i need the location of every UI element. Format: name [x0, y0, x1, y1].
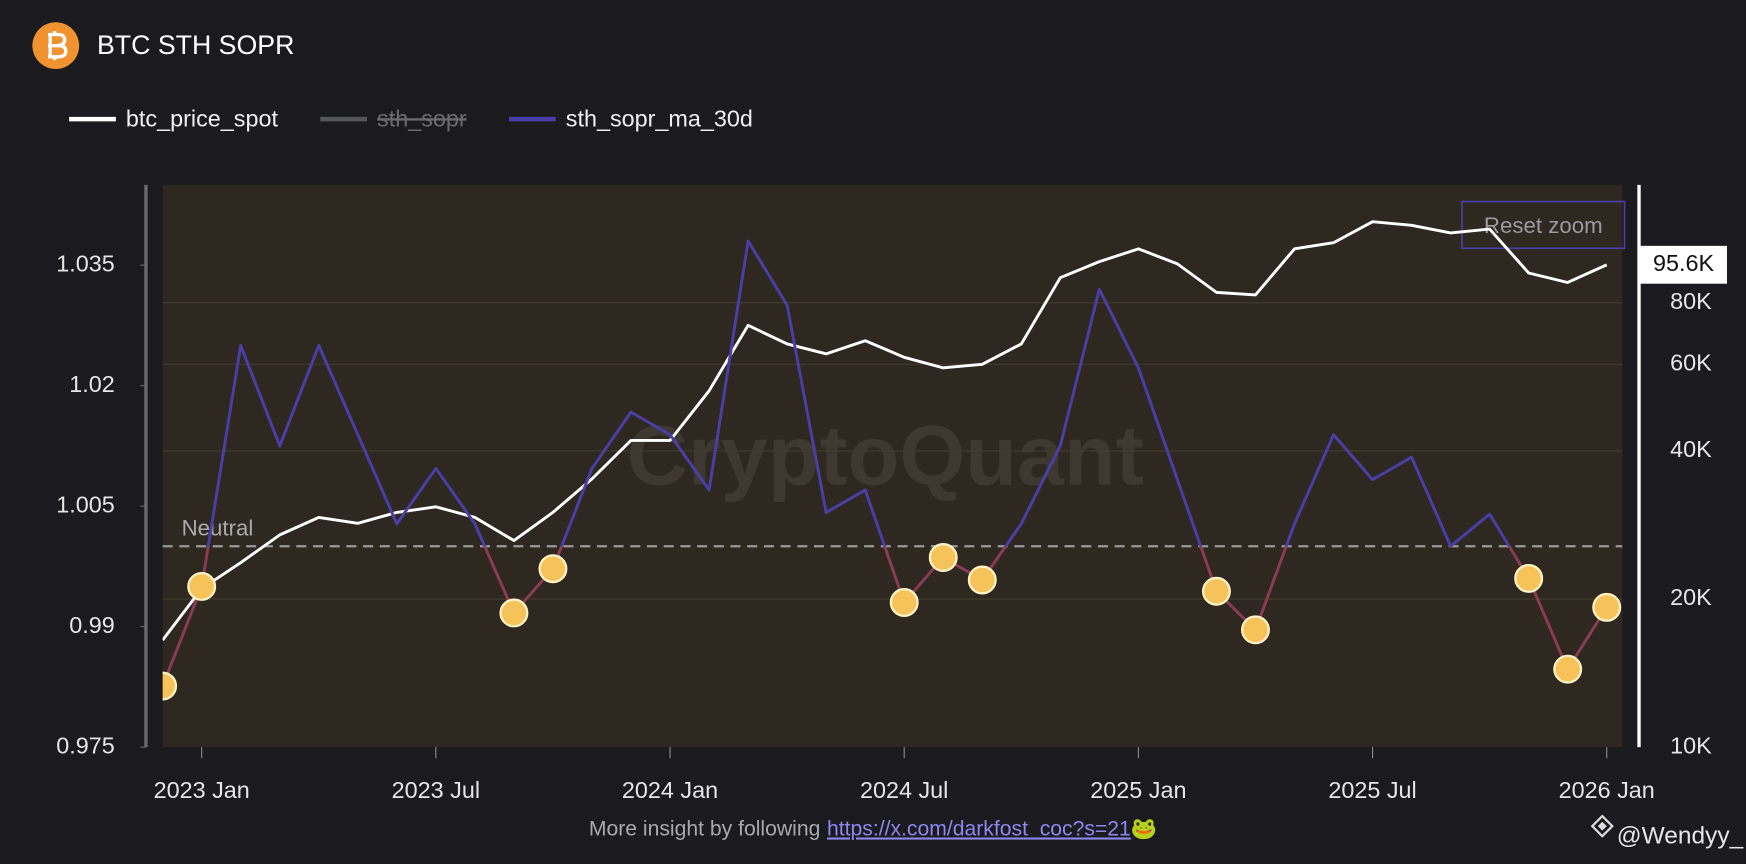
alert-marker: [1240, 615, 1270, 645]
watermark: CryptoQuant: [627, 407, 1144, 502]
x-tick-label: 2024 Jan: [622, 777, 718, 803]
alert-marker: [1592, 592, 1622, 622]
legend-label[interactable]: sth_sopr_ma_30d: [566, 105, 753, 131]
footer: More insight by following https://x.com/d…: [589, 817, 1157, 840]
y2-tick-label: 10K: [1670, 732, 1712, 758]
reset-zoom-button[interactable]: Reset zoom: [1461, 200, 1626, 250]
x-tick-label: 2024 Jul: [860, 777, 948, 803]
button-frame[interactable]: [1461, 200, 1626, 250]
y-tick-label: 1.02: [69, 371, 115, 397]
button-label[interactable]: Reset zoom: [1484, 213, 1603, 238]
y2-tick-label: 20K: [1670, 584, 1712, 610]
alert-marker: [889, 588, 919, 617]
alert-marker: [967, 565, 997, 595]
series-line: [162, 239, 1608, 687]
x-tick-label: 2025 Jan: [1090, 777, 1186, 803]
credit-icon: [1590, 814, 1614, 838]
price-label-box: [1640, 245, 1727, 284]
plot-area: [162, 184, 1623, 748]
alert-marker: [538, 554, 568, 584]
logo: [32, 22, 80, 70]
series-line: [162, 220, 1608, 641]
alert-marker: [1201, 576, 1231, 606]
alert-marker: [499, 598, 529, 628]
x-tick-label: 2026 Jan: [1559, 777, 1655, 803]
legend-label[interactable]: btc_price_spot: [126, 105, 279, 131]
x-tick-label: 2023 Jul: [392, 777, 480, 803]
x-tick-label: 2025 Jul: [1328, 777, 1416, 803]
y2-tick-label: 40K: [1670, 436, 1712, 462]
price-label: 95.6K: [1653, 250, 1714, 276]
y-tick-label: 0.975: [56, 732, 115, 758]
chart-title: BTC STH SOPR: [97, 30, 294, 60]
alert-marker: [1514, 563, 1544, 593]
y-tick-label: 1.035: [56, 250, 115, 276]
x-tick-label: 2023 Jan: [154, 777, 250, 803]
legend: btc_price_spot sth_sopr sth_sopr_ma_30d: [69, 105, 753, 131]
annotation-label: Neutral: [182, 515, 254, 540]
y-tick-label: 0.99: [69, 612, 115, 638]
alert-marker: [162, 671, 178, 701]
y-tick-label: 1.005: [56, 491, 115, 517]
alert-marker: [187, 571, 217, 601]
alert-marker: [928, 543, 958, 573]
footer-link[interactable]: https://x.com/darkfost_coc?s=21: [827, 817, 1131, 840]
y2-tick-label: 80K: [1670, 288, 1712, 314]
footer-emoji: 🐸: [1131, 817, 1157, 840]
alert-marker: [1553, 654, 1583, 684]
legend-label[interactable]: sth_sopr: [377, 105, 467, 131]
footer-text: More insight by following: [589, 817, 820, 840]
credit: @Wendyy_: [1617, 823, 1744, 850]
y2-tick-label: 60K: [1670, 349, 1712, 375]
plot-series: [162, 220, 1622, 701]
